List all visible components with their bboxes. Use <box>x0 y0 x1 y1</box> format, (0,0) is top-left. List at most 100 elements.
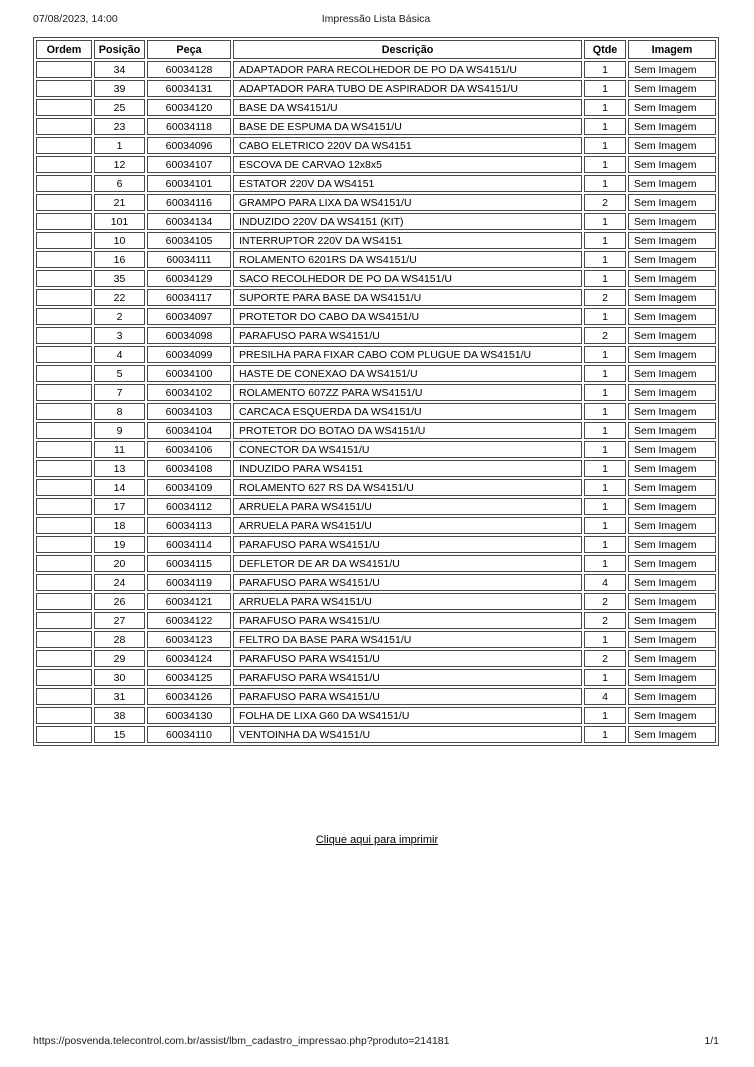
cell-ordem <box>36 593 92 610</box>
cell-ordem <box>36 61 92 78</box>
cell-ordem <box>36 384 92 401</box>
cell-peca: 60034131 <box>147 80 231 97</box>
cell-qtde: 1 <box>584 61 626 78</box>
cell-descricao: PARAFUSO PARA WS4151/U <box>233 574 582 591</box>
cell-imagem: Sem Imagem <box>628 99 716 116</box>
cell-descricao: CARCACA ESQUERDA DA WS4151/U <box>233 403 582 420</box>
table-row: 101 60034134 INDUZIDO 220V DA WS4151 (KIT)… <box>36 213 716 230</box>
cell-descricao: GRAMPO PARA LIXA DA WS4151/U <box>233 194 582 211</box>
cell-peca: 60034124 <box>147 650 231 667</box>
cell-peca: 60034097 <box>147 308 231 325</box>
cell-ordem <box>36 308 92 325</box>
cell-ordem <box>36 460 92 477</box>
cell-ordem <box>36 441 92 458</box>
cell-peca: 60034114 <box>147 536 231 553</box>
print-link[interactable]: Clique aqui para imprimir <box>315 834 439 846</box>
cell-peca: 60034112 <box>147 498 231 515</box>
cell-qtde: 1 <box>584 707 626 724</box>
cell-peca: 60034123 <box>147 631 231 648</box>
cell-imagem: Sem Imagem <box>628 403 716 420</box>
cell-peca: 60034126 <box>147 688 231 705</box>
cell-peca: 60034107 <box>147 156 231 173</box>
cell-descricao: ESTATOR 220V DA WS4151 <box>233 175 582 192</box>
cell-ordem <box>36 232 92 249</box>
cell-peca: 60034096 <box>147 137 231 154</box>
cell-qtde: 1 <box>584 156 626 173</box>
cell-posicao: 7 <box>94 384 145 401</box>
cell-imagem: Sem Imagem <box>628 688 716 705</box>
cell-imagem: Sem Imagem <box>628 80 716 97</box>
cell-imagem: Sem Imagem <box>628 365 716 382</box>
cell-ordem <box>36 156 92 173</box>
column-header-ordem: Ordem <box>36 40 92 59</box>
cell-peca: 60034103 <box>147 403 231 420</box>
cell-posicao: 29 <box>94 650 145 667</box>
cell-qtde: 1 <box>584 460 626 477</box>
print-datetime: 07/08/2023, 14:00 <box>33 13 118 25</box>
cell-descricao: INTERRUPTOR 220V DA WS4151 <box>233 232 582 249</box>
cell-imagem: Sem Imagem <box>628 707 716 724</box>
cell-qtde: 1 <box>584 251 626 268</box>
cell-qtde: 1 <box>584 517 626 534</box>
cell-posicao: 31 <box>94 688 145 705</box>
cell-posicao: 3 <box>94 327 145 344</box>
cell-descricao: PARAFUSO PARA WS4151/U <box>233 536 582 553</box>
cell-qtde: 1 <box>584 403 626 420</box>
cell-descricao: FELTRO DA BASE PARA WS4151/U <box>233 631 582 648</box>
cell-imagem: Sem Imagem <box>628 460 716 477</box>
cell-qtde: 1 <box>584 479 626 496</box>
cell-descricao: INDUZIDO PARA WS4151 <box>233 460 582 477</box>
cell-peca: 60034122 <box>147 612 231 629</box>
cell-imagem: Sem Imagem <box>628 612 716 629</box>
table-row: 5 60034100 HASTE DE CONEXAO DA WS4151/U 1 Se… <box>36 365 716 382</box>
cell-descricao: BASE DA WS4151/U <box>233 99 582 116</box>
cell-imagem: Sem Imagem <box>628 289 716 306</box>
cell-posicao: 16 <box>94 251 145 268</box>
cell-ordem <box>36 479 92 496</box>
table-row: 6 60034101 ESTATOR 220V DA WS4151 1 Sem Imag… <box>36 175 716 192</box>
table-row: 28 60034123 FELTRO DA BASE PARA WS4151/U 1 S… <box>36 631 716 648</box>
cell-peca: 60034110 <box>147 726 231 743</box>
table-row: 8 60034103 CARCACA ESQUERDA DA WS4151/U 1 Se… <box>36 403 716 420</box>
cell-qtde: 1 <box>584 213 626 230</box>
cell-imagem: Sem Imagem <box>628 441 716 458</box>
cell-peca: 60034129 <box>147 270 231 287</box>
cell-peca: 60034101 <box>147 175 231 192</box>
table-row: 19 60034114 PARAFUSO PARA WS4151/U 1 Sem Ima… <box>36 536 716 553</box>
cell-imagem: Sem Imagem <box>628 194 716 211</box>
cell-ordem <box>36 422 92 439</box>
cell-imagem: Sem Imagem <box>628 327 716 344</box>
cell-peca: 60034111 <box>147 251 231 268</box>
table-row: 38 60034130 FOLHA DE LIXA G60 DA WS4151/U 1… <box>36 707 716 724</box>
cell-peca: 60034109 <box>147 479 231 496</box>
table-row: 25 60034120 BASE DA WS4151/U 1 Sem Imagem <box>36 99 716 116</box>
table-row: 39 60034131 ADAPTADOR PARA TUBO DE ASPIRAD… <box>36 80 716 97</box>
print-link-container: Clique aqui para imprimir <box>0 834 754 846</box>
cell-descricao: PROTETOR DO BOTAO DA WS4151/U <box>233 422 582 439</box>
cell-qtde: 1 <box>584 631 626 648</box>
table-row: 30 60034125 PARAFUSO PARA WS4151/U 1 Sem Ima… <box>36 669 716 686</box>
cell-descricao: ROLAMENTO 627 RS DA WS4151/U <box>233 479 582 496</box>
print-header: 07/08/2023, 14:00 Impressão Lista Básica <box>33 13 719 27</box>
cell-imagem: Sem Imagem <box>628 593 716 610</box>
cell-peca: 60034106 <box>147 441 231 458</box>
parts-table-body: 34 60034128 ADAPTADOR PARA RECOLHEDOR DE P… <box>36 61 716 743</box>
cell-imagem: Sem Imagem <box>628 251 716 268</box>
table-row: 26 60034121 ARRUELA PARA WS4151/U 2 Sem Imag… <box>36 593 716 610</box>
cell-imagem: Sem Imagem <box>628 61 716 78</box>
cell-qtde: 2 <box>584 327 626 344</box>
cell-peca: 60034117 <box>147 289 231 306</box>
cell-ordem <box>36 707 92 724</box>
cell-posicao: 23 <box>94 118 145 135</box>
table-row: 3 60034098 PARAFUSO PARA WS4151/U 2 Sem Imag… <box>36 327 716 344</box>
cell-qtde: 1 <box>584 175 626 192</box>
cell-imagem: Sem Imagem <box>628 555 716 572</box>
table-row: 1 60034096 CABO ELETRICO 220V DA WS4151 1 Se… <box>36 137 716 154</box>
table-row: 15 60034110 VENTOINHA DA WS4151/U 1 Sem Imag… <box>36 726 716 743</box>
cell-posicao: 101 <box>94 213 145 230</box>
cell-imagem: Sem Imagem <box>628 669 716 686</box>
cell-descricao: PARAFUSO PARA WS4151/U <box>233 650 582 667</box>
cell-peca: 60034130 <box>147 707 231 724</box>
cell-posicao: 11 <box>94 441 145 458</box>
table-row: 12 60034107 ESCOVA DE CARVAO 12x8x5 1 Sem Im… <box>36 156 716 173</box>
